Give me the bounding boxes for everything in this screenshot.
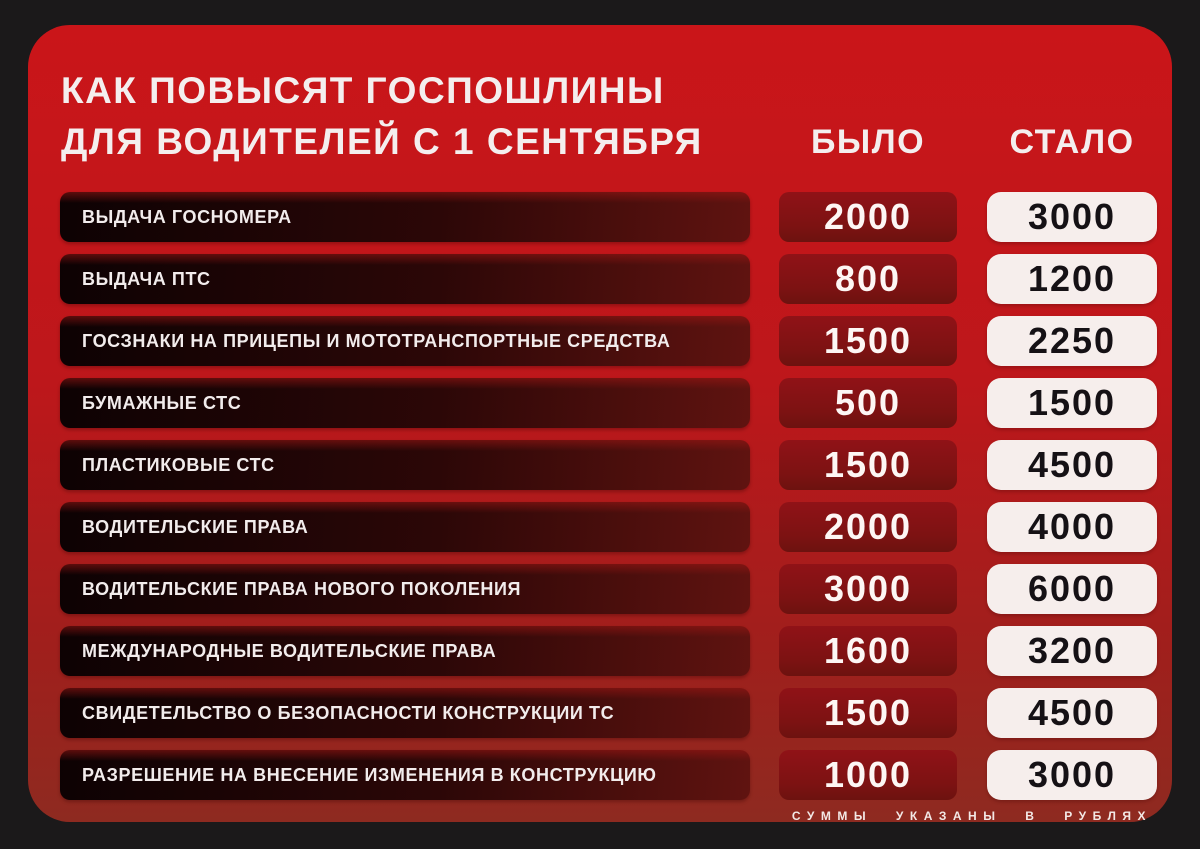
fee-label: РАЗРЕШЕНИЕ НА ВНЕСЕНИЕ ИЗМЕНЕНИЯ В КОНСТ… <box>60 750 750 800</box>
column-header-was: БЫЛО <box>810 123 926 161</box>
table-row: ГОСЗНАКИ НА ПРИЦЕПЫ И МОТОТРАНСПОРТНЫЕ С… <box>60 316 1157 366</box>
fee-now-value: 1500 <box>987 378 1157 428</box>
fee-now-value: 3200 <box>987 626 1157 676</box>
table-row: ВЫДАЧА ГОСНОМЕРА 2000 3000 <box>60 192 1157 242</box>
units-footnote: СУММЫ УКАЗАНЫ В РУБЛЯХ <box>791 809 1152 823</box>
page-title-line2: ДЛЯ ВОДИТЕЛЕЙ С 1 СЕНТЯБРЯ <box>61 121 703 162</box>
fee-now-value: 1200 <box>987 254 1157 304</box>
fee-label: ВОДИТЕЛЬСКИЕ ПРАВА НОВОГО ПОКОЛЕНИЯ <box>60 564 750 614</box>
fee-was-value: 1600 <box>779 626 957 676</box>
page-title: КАК ПОВЫСЯТ ГОСПОШЛИНЫ ДЛЯ ВОДИТЕЛЕЙ С 1… <box>60 65 750 167</box>
fee-was-value: 1500 <box>779 440 957 490</box>
fee-was-value: 2000 <box>779 192 957 242</box>
table-row: МЕЖДУНАРОДНЫЕ ВОДИТЕЛЬСКИЕ ПРАВА 1600 32… <box>60 626 1157 676</box>
fee-was-value: 3000 <box>779 564 957 614</box>
fee-now-value: 3000 <box>987 192 1157 242</box>
fee-now-value: 4000 <box>987 502 1157 552</box>
fee-now-value: 4500 <box>987 688 1157 738</box>
fee-now-value: 4500 <box>987 440 1157 490</box>
fee-label: ВОДИТЕЛЬСКИЕ ПРАВА <box>60 502 750 552</box>
table-row: ВЫДАЧА ПТС 800 1200 <box>60 254 1157 304</box>
header: КАК ПОВЫСЯТ ГОСПОШЛИНЫ ДЛЯ ВОДИТЕЛЕЙ С 1… <box>60 65 1157 167</box>
fee-was-value: 1000 <box>779 750 957 800</box>
table-row: СВИДЕТЕЛЬСТВО О БЕЗОПАСНОСТИ КОНСТРУКЦИИ… <box>60 688 1157 738</box>
column-header-now: СТАЛО <box>1009 123 1135 161</box>
fee-table: ВЫДАЧА ГОСНОМЕРА 2000 3000 ВЫДАЧА ПТС 80… <box>60 192 1157 800</box>
fee-label: ВЫДАЧА ПТС <box>60 254 750 304</box>
table-row: РАЗРЕШЕНИЕ НА ВНЕСЕНИЕ ИЗМЕНЕНИЯ В КОНСТ… <box>60 750 1157 800</box>
fee-label: СВИДЕТЕЛЬСТВО О БЕЗОПАСНОСТИ КОНСТРУКЦИИ… <box>60 688 750 738</box>
fee-label: ВЫДАЧА ГОСНОМЕРА <box>60 192 750 242</box>
fee-label: МЕЖДУНАРОДНЫЕ ВОДИТЕЛЬСКИЕ ПРАВА <box>60 626 750 676</box>
page-title-line1: КАК ПОВЫСЯТ ГОСПОШЛИНЫ <box>61 70 665 111</box>
table-row: ВОДИТЕЛЬСКИЕ ПРАВА 2000 4000 <box>60 502 1157 552</box>
fee-was-value: 2000 <box>779 502 957 552</box>
fee-was-value: 1500 <box>779 688 957 738</box>
fee-label: ПЛАСТИКОВЫЕ СТС <box>60 440 750 490</box>
fee-label: ГОСЗНАКИ НА ПРИЦЕПЫ И МОТОТРАНСПОРТНЫЕ С… <box>60 316 750 366</box>
fee-label: БУМАЖНЫЕ СТС <box>60 378 750 428</box>
fee-was-value: 1500 <box>779 316 957 366</box>
fee-was-value: 800 <box>779 254 957 304</box>
fee-now-value: 3000 <box>987 750 1157 800</box>
table-row: ПЛАСТИКОВЫЕ СТС 1500 4500 <box>60 440 1157 490</box>
table-row: ВОДИТЕЛЬСКИЕ ПРАВА НОВОГО ПОКОЛЕНИЯ 3000… <box>60 564 1157 614</box>
fee-now-value: 2250 <box>987 316 1157 366</box>
fee-was-value: 500 <box>779 378 957 428</box>
table-row: БУМАЖНЫЕ СТС 500 1500 <box>60 378 1157 428</box>
infographic-panel: КАК ПОВЫСЯТ ГОСПОШЛИНЫ ДЛЯ ВОДИТЕЛЕЙ С 1… <box>28 25 1172 823</box>
fee-now-value: 6000 <box>987 564 1157 614</box>
